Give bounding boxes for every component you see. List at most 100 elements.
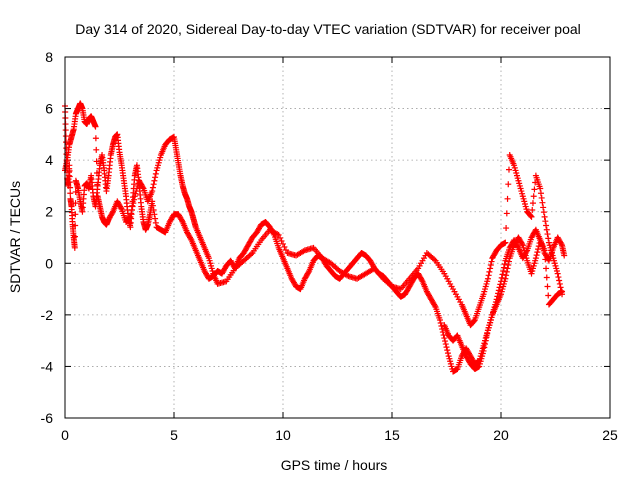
- data-point: [431, 302, 438, 309]
- data-point: [486, 268, 493, 275]
- data-point: [532, 255, 539, 262]
- data-point: [559, 288, 566, 295]
- grid-lines: [65, 57, 610, 418]
- data-point: [542, 256, 549, 263]
- data-point: [543, 265, 550, 272]
- data-point: [66, 173, 73, 180]
- data-point: [504, 195, 511, 202]
- data-point: [543, 226, 550, 233]
- data-point: [418, 277, 425, 284]
- data-point: [483, 334, 490, 341]
- data-point: [556, 277, 563, 284]
- data-point: [72, 188, 79, 195]
- data-point: [131, 196, 138, 203]
- data-point: [495, 287, 502, 294]
- data-point: [149, 202, 156, 209]
- data-point: [62, 127, 69, 134]
- x-tick-label: 20: [493, 427, 509, 443]
- data-point: [72, 222, 79, 229]
- data-point: [305, 269, 312, 276]
- data-point: [72, 211, 79, 218]
- data-point: [127, 213, 134, 220]
- data-point: [436, 317, 443, 324]
- data-point: [556, 280, 563, 287]
- data-point: [539, 199, 546, 206]
- data-point: [150, 206, 157, 213]
- data-point: [527, 213, 534, 220]
- data-point: [152, 215, 159, 222]
- data-point: [94, 181, 101, 188]
- data-point: [535, 246, 542, 253]
- data-point: [505, 262, 512, 269]
- data-point: [71, 233, 78, 240]
- data-point: [557, 284, 564, 291]
- chart-title: Day 314 of 2020, Sidereal Day-to-day VTE…: [75, 21, 581, 37]
- data-point: [485, 272, 492, 279]
- data-point: [128, 210, 135, 217]
- data-point: [126, 214, 133, 221]
- data-point: [484, 275, 491, 282]
- data-point: [503, 268, 510, 275]
- data-point: [482, 337, 489, 344]
- data-point: [488, 258, 495, 265]
- data-point: [503, 225, 510, 232]
- x-tick-label: 5: [170, 427, 178, 443]
- data-point: [540, 204, 547, 211]
- y-tick-label: 0: [45, 255, 53, 271]
- data-point: [540, 209, 547, 216]
- data-point: [442, 338, 449, 345]
- data-point: [67, 190, 74, 197]
- data-point: [443, 344, 450, 351]
- data-point: [500, 268, 507, 275]
- data-point: [501, 261, 508, 268]
- data-point: [471, 317, 478, 324]
- data-point: [480, 347, 487, 354]
- data-point: [537, 190, 544, 197]
- data-point: [554, 270, 561, 277]
- y-tick-label: 4: [45, 152, 53, 168]
- data-point: [149, 184, 156, 191]
- x-tick-label: 0: [61, 427, 69, 443]
- data-point: [444, 347, 451, 354]
- data-point: [93, 146, 100, 153]
- x-tick-label: 25: [602, 427, 618, 443]
- data-point: [72, 200, 79, 207]
- data-point: [530, 193, 537, 200]
- data-point: [537, 185, 544, 192]
- data-point: [505, 258, 512, 265]
- y-tick-label: 8: [45, 49, 53, 65]
- plot-frame: [64, 56, 611, 419]
- data-point: [504, 265, 511, 272]
- data-point: [275, 231, 282, 238]
- data-point: [280, 240, 286, 247]
- data-point: [71, 244, 78, 251]
- data-point: [541, 247, 548, 254]
- x-tick-label: 15: [384, 427, 400, 443]
- data-point: [62, 133, 69, 140]
- data-point: [538, 194, 545, 201]
- data-point: [277, 234, 284, 241]
- y-tick-label: -6: [41, 410, 54, 426]
- data-point: [92, 123, 99, 130]
- y-tick-label: 2: [45, 204, 53, 220]
- data-point: [498, 274, 505, 281]
- y-tick-label: -2: [41, 307, 54, 323]
- data-point: [92, 135, 99, 142]
- data-point: [503, 272, 510, 279]
- data-point: [139, 184, 146, 191]
- data-point: [503, 210, 510, 217]
- data-point: [541, 213, 548, 220]
- data-point: [67, 184, 74, 191]
- data-point: [533, 252, 540, 259]
- data-point: [484, 330, 491, 337]
- data-point: [505, 166, 512, 173]
- data-point: [505, 181, 512, 188]
- data-point: [545, 235, 552, 242]
- y-tick-label: -4: [41, 358, 54, 374]
- series-2: [62, 100, 566, 329]
- y-axis-label: SDTVAR / TECUs: [7, 181, 23, 293]
- data-point: [444, 350, 451, 357]
- data-point: [150, 181, 157, 188]
- data-point: [152, 219, 159, 226]
- data-point: [62, 121, 69, 128]
